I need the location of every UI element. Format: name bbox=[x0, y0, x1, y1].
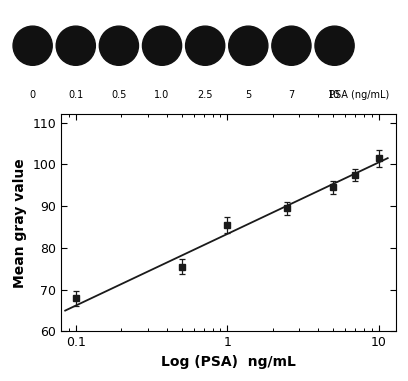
Y-axis label: Mean gray value: Mean gray value bbox=[13, 158, 27, 288]
Text: 0.5: 0.5 bbox=[111, 90, 126, 100]
Text: 1.0: 1.0 bbox=[154, 90, 170, 100]
Text: 7: 7 bbox=[288, 90, 295, 100]
X-axis label: Log (PSA)  ng/mL: Log (PSA) ng/mL bbox=[161, 355, 296, 369]
Text: 10: 10 bbox=[328, 90, 341, 100]
Text: 2.5: 2.5 bbox=[197, 90, 213, 100]
Text: 0: 0 bbox=[29, 90, 36, 100]
Text: 0.1: 0.1 bbox=[68, 90, 83, 100]
Text: PSA (ng/mL): PSA (ng/mL) bbox=[329, 90, 390, 100]
Text: 5: 5 bbox=[245, 90, 251, 100]
